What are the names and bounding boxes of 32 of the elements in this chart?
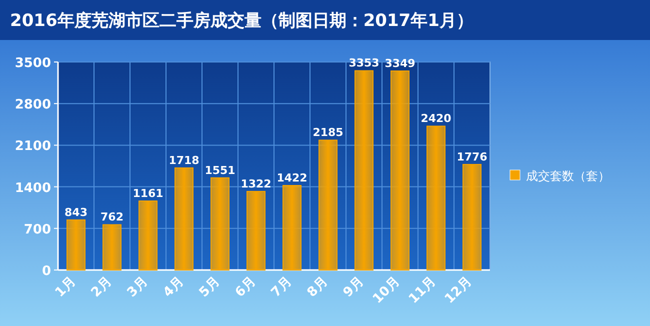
data-label: 762 (100, 210, 124, 224)
x-tick-label: 3月 (124, 274, 151, 300)
data-label: 1776 (456, 150, 488, 164)
x-tick-label: 4月 (160, 274, 187, 300)
x-tick-label: 2月 (88, 274, 115, 300)
data-label: 2420 (420, 112, 452, 126)
x-tick-label: 5月 (196, 274, 223, 300)
x-tick-label: 12月 (442, 274, 475, 307)
x-tick-label: 11月 (406, 274, 439, 307)
data-label: 3353 (348, 56, 380, 70)
y-tick-label: 0 (42, 264, 51, 279)
y-tick-label: 1400 (14, 180, 51, 196)
data-label: 2185 (312, 126, 344, 140)
data-label: 843 (64, 206, 88, 219)
x-tick-label: 7月 (268, 274, 295, 300)
y-tick-label: 3500 (14, 56, 51, 71)
x-tick-label: 1月 (52, 274, 79, 300)
x-tick-label: 8月 (304, 274, 331, 300)
y-tick-label: 2800 (14, 98, 51, 113)
y-tick-label: 700 (24, 222, 51, 238)
data-label: 1551 (204, 164, 236, 177)
x-tick-label: 9月 (340, 274, 367, 300)
chart-title: 2016年度芜湖市区二手房成交量（制图日期：2017年1月） (10, 11, 474, 31)
data-label: 1161 (132, 187, 164, 200)
x-tick-label: 10月 (370, 274, 403, 307)
data-label: 1422 (276, 171, 308, 184)
data-label: 1718 (168, 154, 200, 167)
data-label: 1322 (240, 177, 272, 190)
data-label: 3349 (384, 56, 416, 70)
legend-label: 成交套数（套） (526, 169, 610, 183)
x-tick-label: 6月 (232, 274, 259, 300)
y-tick-label: 2100 (14, 139, 51, 154)
